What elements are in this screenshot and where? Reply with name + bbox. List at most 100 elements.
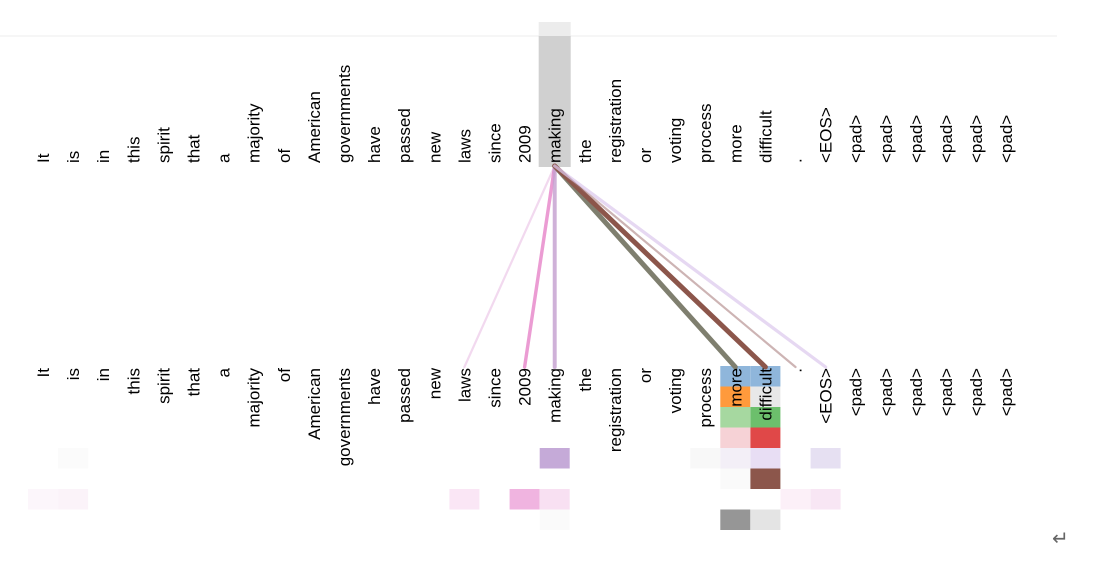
source-token: this [124,137,143,163]
target-token: difficult [756,368,775,421]
target-token: <pad> [907,368,926,416]
source-token: spirit [154,127,173,163]
source-token: 2009 [516,125,535,163]
target-token: the [576,368,595,392]
target-token: making [546,368,565,423]
source-token: that [185,134,204,163]
attention-line [552,163,738,370]
target-token: new [425,367,444,399]
target-token: <pad> [967,368,986,416]
source-token: process [696,103,715,163]
target-token: more [726,368,745,407]
highlight-cap [538,22,571,37]
source-token: since [486,123,505,163]
target-token: is [64,368,83,380]
source-token: passed [395,108,414,163]
source-token: is [64,151,83,163]
target-token: . [787,368,806,373]
source-token: <pad> [877,115,896,163]
attention-cell [810,448,841,469]
target-token: majority [245,368,264,428]
source-token: majority [245,103,264,163]
attention-cell [750,427,781,448]
source-token: have [365,126,384,163]
source-token: a [215,153,234,163]
attention-cell [810,489,841,510]
source-token: <pad> [907,115,926,163]
target-token: since [486,368,505,408]
source-token: or [636,148,655,163]
source-token: <pad> [937,115,956,163]
attention-cell [720,448,751,469]
attention-cell [720,468,751,489]
target-token: in [94,368,113,381]
highlight-bar [538,36,571,167]
attention-cell [690,448,721,469]
query-token-highlight [538,22,571,167]
attention-line [552,163,768,370]
target-token: a [215,367,234,377]
source-token: governments [335,65,354,163]
source-token: in [94,150,113,163]
attention-cell [750,407,781,428]
source-token: <EOS> [817,107,836,163]
target-token: voting [666,368,685,413]
target-token: registration [606,368,625,452]
source-token: new [425,131,444,163]
source-token-column: It is in this spirit that a majority of American g… [34,65,1016,163]
attention-line [522,164,557,369]
attention-cell [750,468,781,489]
target-token: laws [455,368,474,402]
target-token: process [696,368,715,428]
return-icon: ↵ [1052,526,1069,550]
source-token: making [546,108,565,163]
target-token: of [275,368,294,382]
target-token: governments [335,368,354,466]
target-token: 2009 [516,368,535,406]
attention-cell [750,386,781,407]
source-token: difficult [756,110,775,163]
attention-cell [539,509,570,530]
attention-cell [750,366,781,387]
attention-cell [720,386,751,407]
source-token: the [576,139,595,163]
target-token: <EOS> [817,368,836,424]
target-token: <pad> [997,368,1016,416]
attention-cell [28,489,58,510]
attention-head-cells [28,366,841,530]
target-token: <pad> [847,368,866,416]
target-token: It [34,368,53,378]
attention-cell [720,427,751,448]
target-token: passed [395,368,414,423]
attention-cell [539,448,570,469]
attention-line [553,164,828,369]
source-token: It [34,153,53,163]
attention-cell [720,509,751,530]
attention-cell [58,448,89,469]
source-token: voting [666,118,685,163]
attention-line [553,164,797,369]
attention-lines [463,163,828,370]
source-token: <pad> [967,115,986,163]
source-token: <pad> [997,115,1016,163]
source-token: more [726,124,745,163]
target-token: have [365,368,384,405]
attention-cell [750,448,781,469]
attention-cell [720,407,751,428]
target-token: this [124,368,143,394]
attention-cell [750,509,781,530]
source-token: laws [455,129,474,163]
source-token: <pad> [847,115,866,163]
target-token: <pad> [877,368,896,416]
target-token: spirit [154,368,173,404]
attention-cell [449,489,480,510]
attention-cell [780,489,811,510]
target-token: <pad> [937,368,956,416]
attention-cell [539,489,570,510]
attention-line [463,164,556,369]
attention-cell [720,366,751,387]
target-token: that [185,368,204,397]
target-token: American [305,368,324,440]
target-token: or [636,368,655,383]
source-token: of [275,149,294,163]
